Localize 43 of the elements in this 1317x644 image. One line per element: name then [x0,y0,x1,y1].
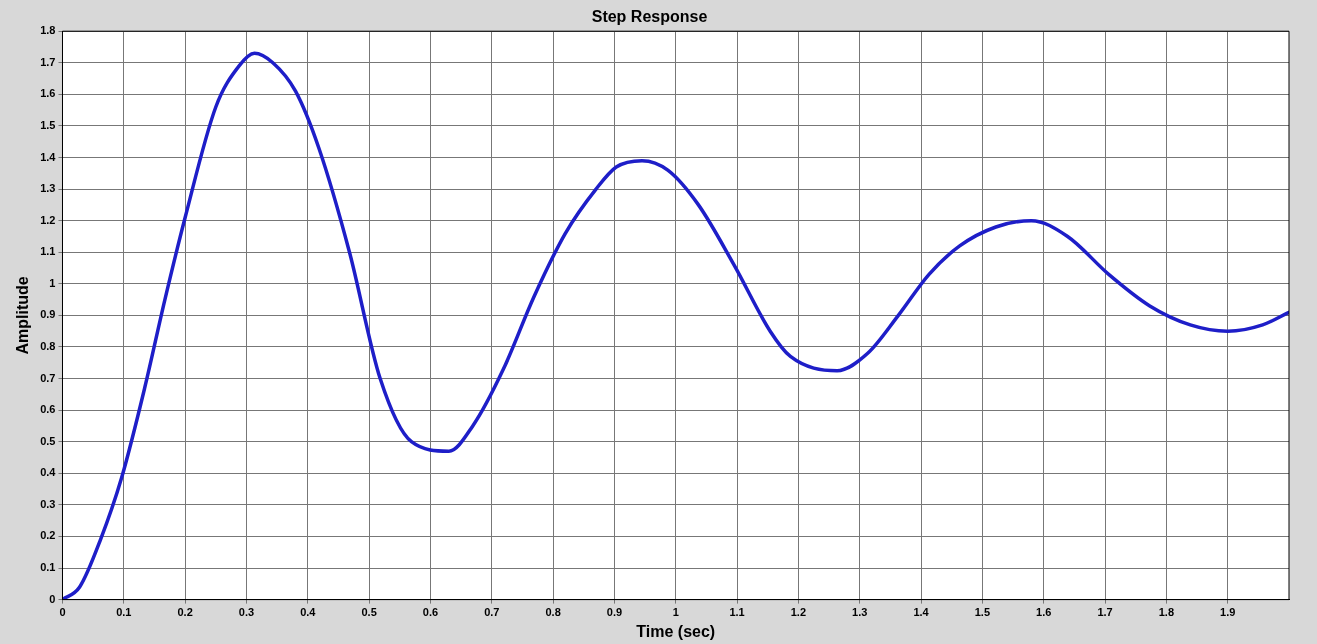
y-tick-label: 1 [49,276,56,289]
y-tick-label: 1.2 [40,213,56,226]
x-tick-label: 1 [672,606,679,619]
y-tick-label: 1.8 [40,24,56,37]
y-tick-label: 1.5 [40,118,56,131]
y-tick-label: 0.5 [40,434,56,447]
y-tick-label: 0.2 [40,529,56,542]
x-tick-label: 1.7 [1097,606,1113,619]
y-tick-label: 1.4 [40,150,57,163]
x-tick-label: 0.5 [361,606,377,619]
y-tick-label: 0.7 [40,371,56,384]
x-tick-label: 1.8 [1158,606,1174,619]
x-tick-label: 0.2 [177,606,193,619]
x-tick-label: 0.1 [116,606,132,619]
x-tick-label: 1.9 [1220,606,1236,619]
y-tick-label: 1.3 [40,182,56,195]
y-tick-label: 1.1 [40,245,56,258]
y-tick-label: 0.6 [40,403,56,416]
x-tick-label: 1.6 [1036,606,1052,619]
y-tick-label: 0.1 [40,561,56,574]
x-tick-label: 0.8 [545,606,561,619]
x-tick-label: 1.2 [790,606,807,619]
y-tick-label: 1.6 [40,87,56,100]
x-tick-label: 0.9 [606,606,623,619]
x-tick-label: 1.1 [729,606,745,619]
x-tick-label: 0.7 [484,606,500,619]
y-axis-title: Amplitude [14,276,32,355]
y-tick-label: 0.9 [40,308,56,321]
y-tick-label: 0.3 [40,497,56,510]
x-axis-title: Time (sec) [636,622,716,640]
x-tick-label: 0 [59,606,66,619]
y-tick-label: 0.8 [40,340,56,353]
x-tick-label: 1.4 [913,606,930,619]
y-tick-label: 0 [49,592,56,605]
chart-title: Step Response [591,8,708,26]
y-tick-label: 1.7 [40,55,56,68]
line-series [62,51,1289,600]
x-tick-label: 0.4 [300,606,317,619]
x-tick-label: 0.6 [422,606,439,619]
x-tick-label: 1.5 [974,606,991,619]
x-tick-label: 0.3 [238,606,255,619]
y-tick-label: 0.4 [40,466,57,479]
x-tick-label: 1.3 [852,606,868,619]
